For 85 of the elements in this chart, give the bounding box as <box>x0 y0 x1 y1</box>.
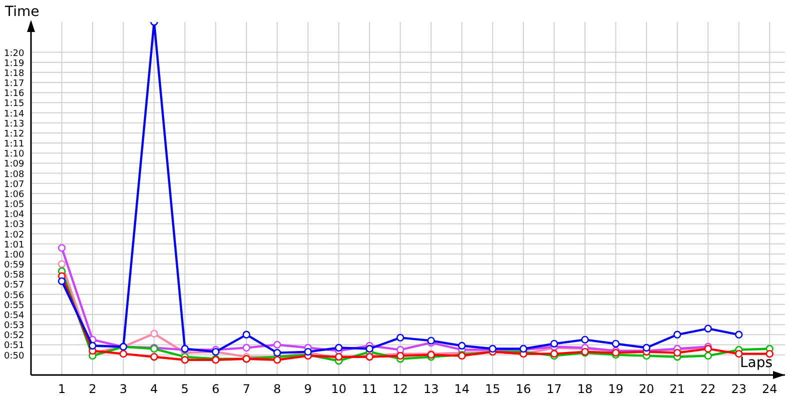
point <box>673 348 682 357</box>
x-tick-label: 8 <box>273 382 282 396</box>
x-tick-label: 15 <box>484 382 500 396</box>
y-tick-label: 1:09 <box>4 160 24 170</box>
x-tick-label: 11 <box>362 382 378 396</box>
point <box>150 330 158 338</box>
y-tick-label: 0:54 <box>4 310 24 321</box>
y-tick-label: 0:50 <box>4 351 24 362</box>
point <box>334 344 343 352</box>
x-axis-title: Laps <box>740 355 773 371</box>
point <box>242 330 250 339</box>
y-tick-label: 1:08 <box>4 170 24 180</box>
y-tick-label: 1:16 <box>4 89 24 100</box>
point <box>704 324 712 332</box>
x-tick-label: 1 <box>58 382 66 396</box>
point <box>242 344 250 352</box>
point <box>550 340 558 348</box>
y-tick-label: 0:51 <box>4 341 24 352</box>
y-tick-label: 1:12 <box>4 129 24 140</box>
point <box>119 350 128 358</box>
y-tick-label: 1:14 <box>4 109 24 120</box>
point <box>734 350 743 358</box>
x-tick-label: 18 <box>577 382 593 396</box>
y-axis-title: Time <box>4 4 40 20</box>
x-tick-label: 4 <box>150 382 158 396</box>
x-tick-label: 7 <box>242 382 250 396</box>
y-tick-label: 0:59 <box>4 260 24 271</box>
y-tick-label: 1:17 <box>4 79 24 90</box>
y-tick-label: 1:13 <box>4 119 24 130</box>
point <box>273 348 282 357</box>
point <box>396 346 404 354</box>
point <box>642 344 650 352</box>
x-tick-label: 2 <box>88 382 96 396</box>
x-tick-label: 19 <box>608 382 624 396</box>
y-tick-label: 1:11 <box>4 140 24 150</box>
y-tick-label: 1:07 <box>4 180 24 190</box>
y-tick-label: 0:56 <box>4 290 24 301</box>
point <box>181 356 189 364</box>
x-tick-label: 24 <box>762 382 778 396</box>
x-tick-label: 23 <box>731 382 746 396</box>
point <box>88 342 96 350</box>
y-tick-label: 1:03 <box>4 220 24 230</box>
x-tick-label: 20 <box>638 382 654 396</box>
x-tick-label: 5 <box>181 382 189 396</box>
y-tick-label: 1:18 <box>4 68 24 79</box>
point <box>673 330 682 339</box>
y-tick-label: 1:04 <box>4 210 24 220</box>
point <box>273 340 282 349</box>
point <box>458 342 466 350</box>
y-tick-label: 1:15 <box>4 99 24 110</box>
point <box>704 352 712 360</box>
x-tick-label: 9 <box>304 382 312 396</box>
point <box>612 340 620 348</box>
x-tick-label: 22 <box>700 382 716 396</box>
x-tick-label: 16 <box>516 382 532 396</box>
point <box>581 336 589 344</box>
y-tick-label: 1:02 <box>4 230 24 240</box>
x-tick-label: 14 <box>454 382 470 396</box>
x-tick-label: 3 <box>120 382 128 396</box>
point <box>366 344 374 353</box>
y-tick-label: 0:55 <box>4 300 24 311</box>
y-tick-label: 1:19 <box>4 58 24 69</box>
point <box>396 334 404 342</box>
x-tick-label: 17 <box>546 382 562 396</box>
y-tick-label: 1:20 <box>4 48 24 59</box>
y-tick-label: 1:01 <box>4 240 24 250</box>
point <box>273 356 282 364</box>
x-tick-label: 13 <box>423 382 439 396</box>
x-tick-label: 12 <box>392 382 408 396</box>
y-tick-label: 0:58 <box>4 270 24 281</box>
y-tick-label: 0:53 <box>4 321 24 332</box>
y-tick-label: 0:57 <box>4 280 24 291</box>
point <box>58 277 66 286</box>
point <box>734 330 743 339</box>
y-tick-label: 1:10 <box>4 150 24 160</box>
point <box>58 244 66 252</box>
point <box>58 260 66 268</box>
x-tick-label: 6 <box>212 382 220 396</box>
x-tick-label: 21 <box>670 382 685 396</box>
y-tick-label: 0:52 <box>4 331 24 342</box>
y-tick-label: 1:00 <box>4 250 24 260</box>
x-tick-label: 10 <box>331 382 346 396</box>
y-tick-label: 1:06 <box>4 190 24 200</box>
y-tick-label: 1:05 <box>4 200 24 210</box>
point <box>150 352 158 361</box>
